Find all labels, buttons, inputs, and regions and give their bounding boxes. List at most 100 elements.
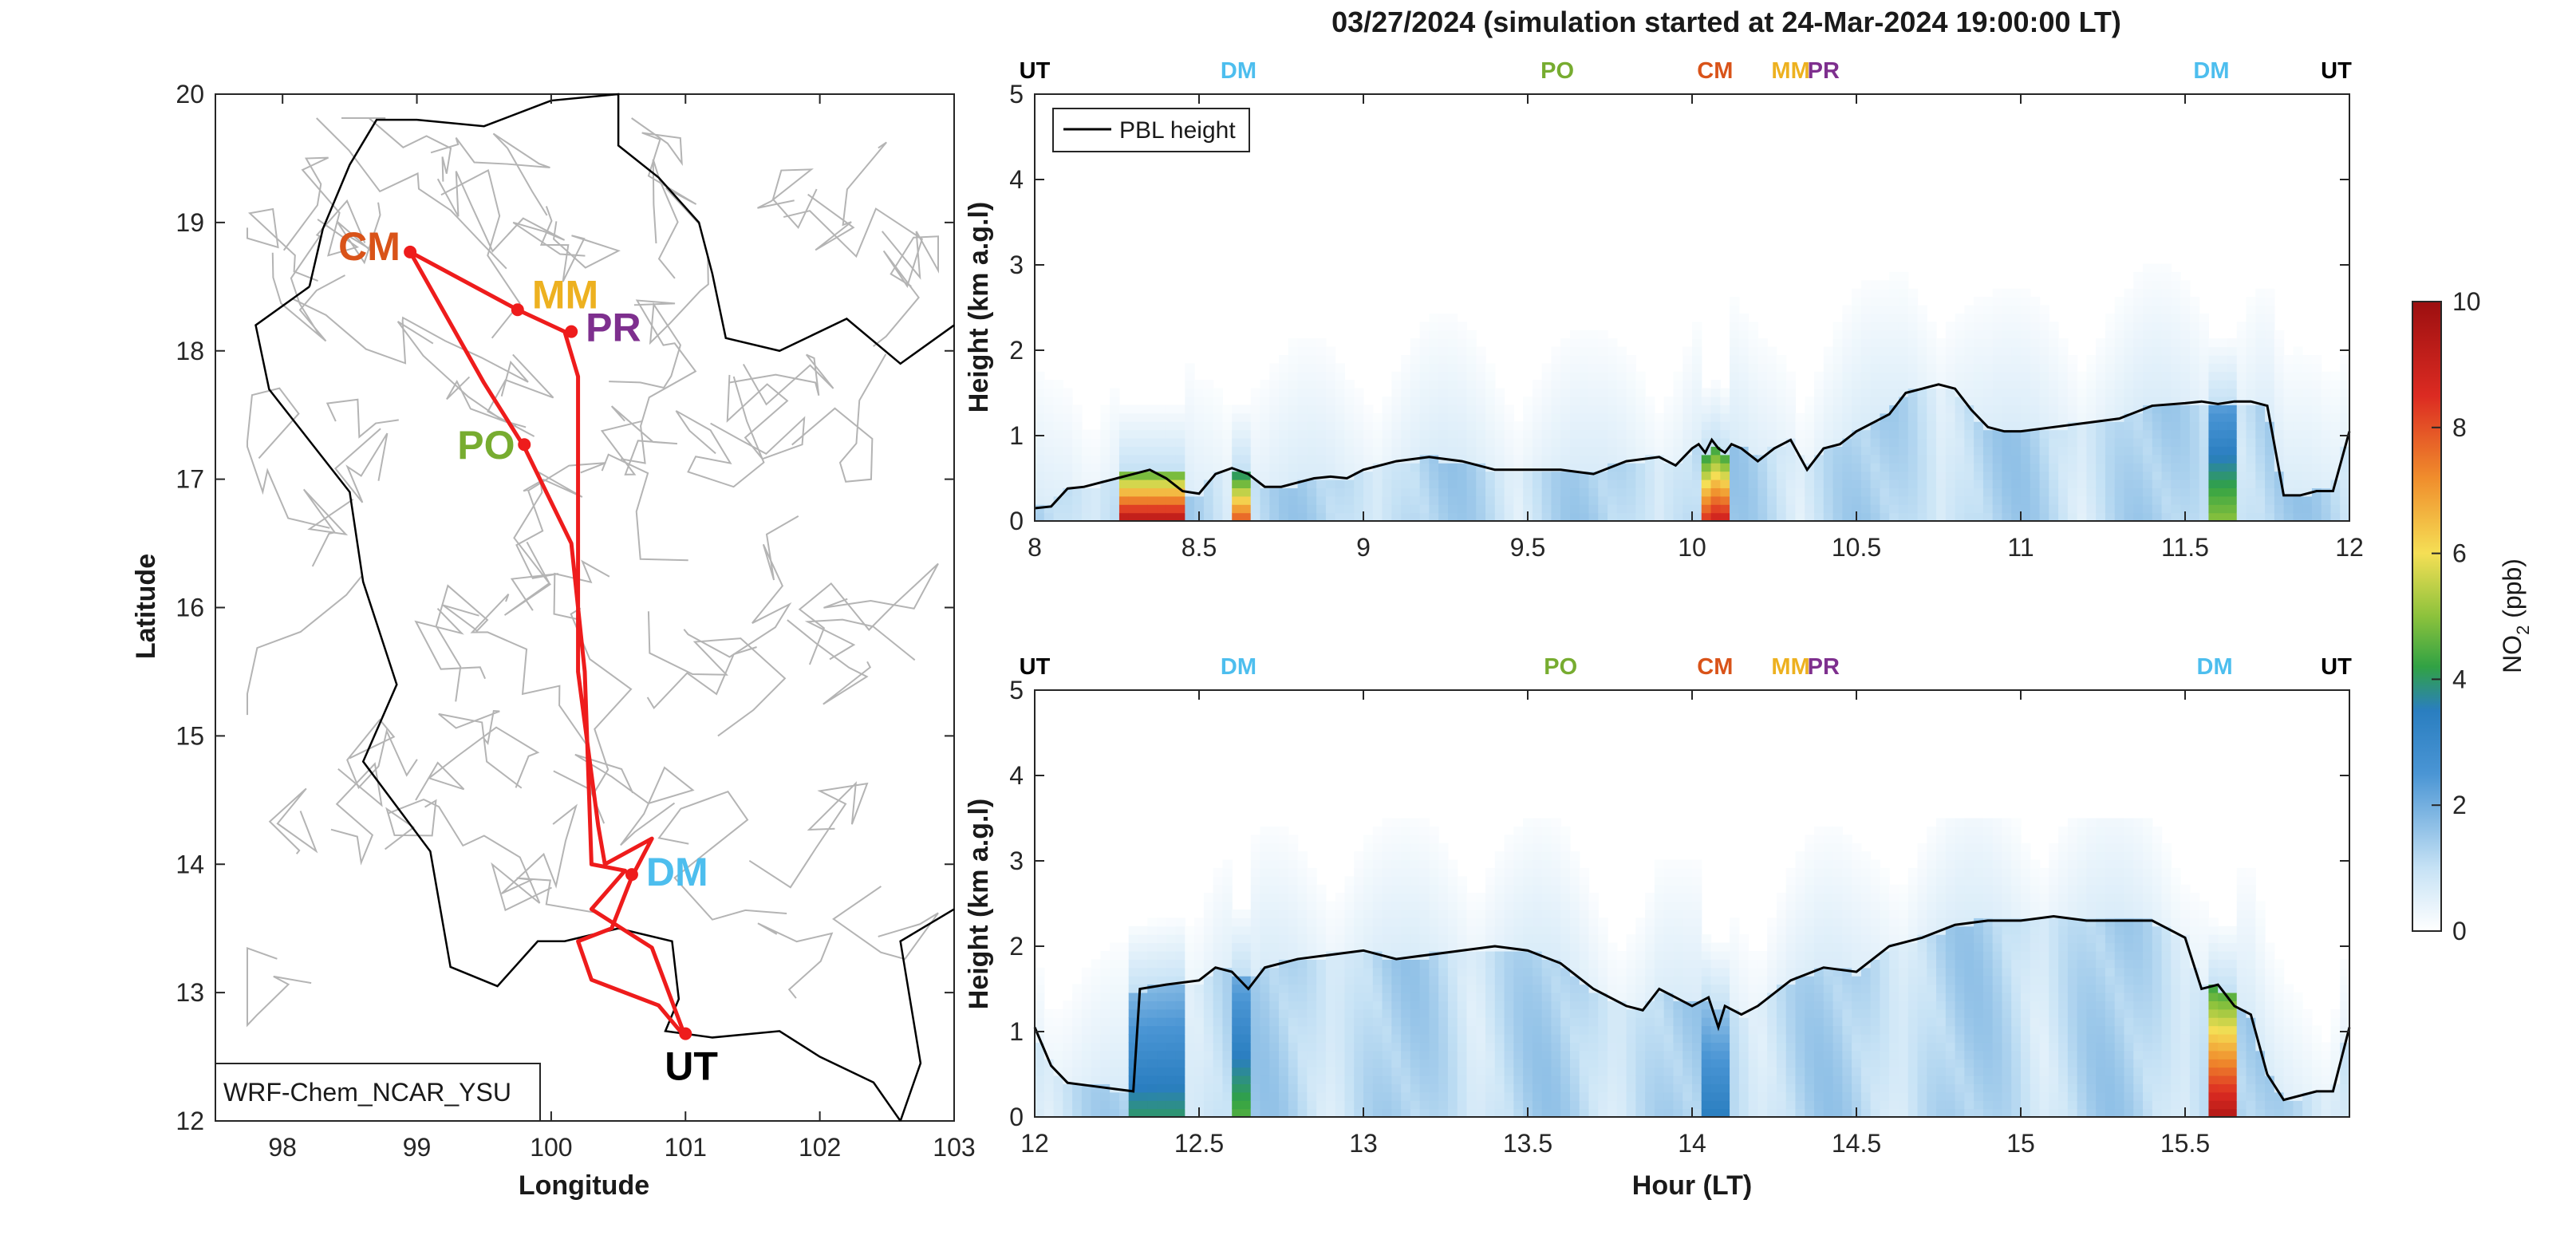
no2-cell bbox=[1513, 909, 1524, 918]
no2-cell bbox=[1860, 512, 1872, 522]
no2-cell bbox=[1363, 1091, 1374, 1101]
no2-cell bbox=[1269, 1091, 1280, 1101]
no2-cell bbox=[1898, 280, 1909, 290]
no2-cell bbox=[2152, 322, 2163, 331]
no2-cell bbox=[1738, 338, 1750, 348]
no2-cell bbox=[1588, 363, 1599, 373]
no2-cell bbox=[1307, 925, 1317, 935]
no2-cell bbox=[1053, 1075, 1063, 1084]
no2-cell bbox=[1410, 1000, 1421, 1010]
ytick-label: 2 bbox=[1009, 336, 1024, 365]
no2-cell bbox=[1635, 1075, 1646, 1084]
no2-cell bbox=[1175, 429, 1185, 439]
no2-cell bbox=[1748, 388, 1758, 397]
no2-cell bbox=[2030, 504, 2041, 514]
no2-cell bbox=[1232, 1042, 1242, 1052]
no2-cell bbox=[1222, 1108, 1233, 1118]
no2-cell bbox=[1118, 412, 1130, 422]
no2-cell bbox=[1551, 1059, 1561, 1068]
no2-cell bbox=[1476, 446, 1486, 456]
no2-cell bbox=[1222, 479, 1233, 488]
no2-cell bbox=[1372, 1025, 1383, 1035]
no2-cell bbox=[1955, 421, 1965, 431]
no2-cell bbox=[1608, 487, 1618, 497]
no2-cell bbox=[1635, 1008, 1646, 1018]
no2-cell bbox=[2321, 437, 2332, 447]
no2-cell bbox=[1982, 429, 1994, 439]
no2-cell bbox=[2021, 330, 2031, 339]
no2-cell bbox=[1438, 959, 1449, 969]
map-ytick-label: 20 bbox=[176, 80, 204, 109]
no2-cell bbox=[2265, 463, 2275, 472]
no2-cell bbox=[2236, 471, 2247, 480]
no2-cell bbox=[1494, 429, 1505, 439]
no2-cell bbox=[2143, 421, 2153, 431]
no2-cell bbox=[1185, 934, 1195, 944]
no2-cell bbox=[1814, 495, 1825, 505]
no2-cell bbox=[1579, 1100, 1590, 1110]
no2-cell bbox=[1541, 504, 1552, 514]
no2-cell bbox=[1166, 1033, 1177, 1043]
curtain-top-no2-field bbox=[1035, 263, 2350, 522]
no2-cell bbox=[1588, 959, 1599, 969]
no2-cell bbox=[1588, 388, 1599, 397]
no2-cell bbox=[1081, 429, 1092, 439]
no2-cell bbox=[1569, 446, 1580, 456]
no2-cell bbox=[1157, 984, 1167, 993]
no2-cell bbox=[1785, 412, 1797, 422]
no2-cell bbox=[1091, 967, 1101, 977]
no2-cell bbox=[1166, 479, 1177, 488]
no2-cell bbox=[1053, 388, 1063, 397]
no2-cell bbox=[1043, 429, 1055, 439]
no2-cell bbox=[1410, 942, 1421, 952]
province-border bbox=[415, 726, 540, 801]
no2-cell bbox=[1166, 1042, 1177, 1052]
no2-cell bbox=[1391, 959, 1402, 969]
no2-cell bbox=[2330, 512, 2341, 522]
no2-cell bbox=[1494, 867, 1505, 877]
no2-cell bbox=[1043, 1042, 1055, 1052]
no2-cell bbox=[1138, 1100, 1148, 1110]
no2-cell bbox=[1823, 388, 1834, 397]
no2-cell bbox=[1466, 901, 1477, 910]
no2-cell bbox=[2236, 429, 2247, 439]
no2-cell bbox=[1438, 380, 1449, 389]
no2-cell bbox=[1870, 421, 1881, 431]
no2-cell bbox=[1523, 1033, 1533, 1043]
province-border bbox=[247, 387, 330, 529]
no2-cell bbox=[1513, 976, 1524, 985]
no2-cell bbox=[1335, 934, 1346, 944]
no2-cell bbox=[1964, 512, 1974, 522]
no2-cell bbox=[1551, 363, 1561, 373]
no2-cell bbox=[2208, 463, 2219, 472]
no2-cell bbox=[1147, 471, 1158, 480]
no2-cell bbox=[1222, 1091, 1233, 1101]
no2-cell bbox=[1307, 380, 1317, 389]
no2-cell bbox=[2171, 322, 2181, 331]
province-border bbox=[503, 471, 583, 616]
no2-cell bbox=[1457, 388, 1468, 397]
no2-cell bbox=[2236, 421, 2247, 431]
no2-cell bbox=[1541, 1059, 1552, 1068]
no2-cell bbox=[2096, 363, 2106, 373]
no2-cell bbox=[1635, 959, 1646, 969]
no2-cell bbox=[2274, 495, 2285, 505]
no2-cell bbox=[1372, 1083, 1383, 1093]
no2-cell bbox=[1128, 495, 1139, 505]
no2-cell bbox=[1316, 1091, 1327, 1101]
no2-cell bbox=[1608, 512, 1618, 522]
no2-cell bbox=[1072, 429, 1083, 439]
no2-cell bbox=[1738, 429, 1750, 439]
no2-cell bbox=[1325, 984, 1336, 993]
no2-cell bbox=[2340, 429, 2350, 439]
no2-cell bbox=[2180, 313, 2191, 322]
no2-cell bbox=[1457, 917, 1468, 927]
no2-cell bbox=[1955, 322, 1965, 331]
no2-cell bbox=[1466, 330, 1477, 339]
no2-cell bbox=[2265, 404, 2275, 414]
no2-cell bbox=[1279, 1091, 1289, 1101]
no2-cell bbox=[1608, 495, 1618, 505]
no2-cell bbox=[1870, 380, 1881, 389]
no2-cell bbox=[2077, 380, 2087, 389]
no2-cell bbox=[1307, 454, 1317, 464]
